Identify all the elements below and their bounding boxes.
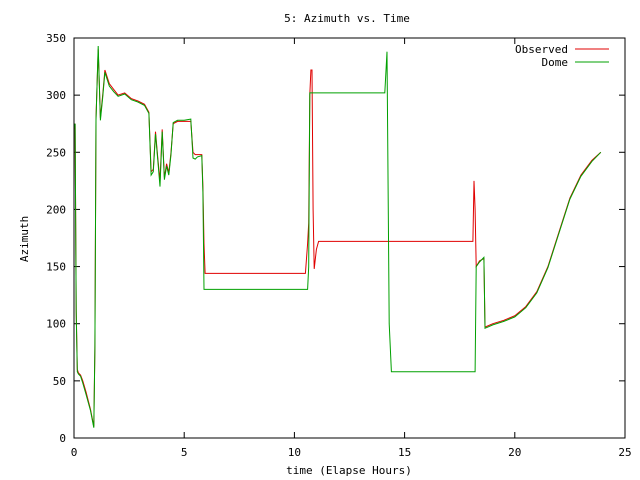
y-tick-label: 200 (46, 203, 66, 216)
legend-label-observed: Observed (515, 43, 568, 56)
y-tick-label: 50 (53, 375, 66, 388)
y-tick-label: 300 (46, 89, 66, 102)
x-axis-label: time (Elapse Hours) (286, 464, 412, 477)
chart-title: 5: Azimuth vs. Time (284, 12, 410, 25)
x-tick-label: 25 (618, 446, 631, 459)
y-tick-label: 250 (46, 146, 66, 159)
x-tick-label: 5 (181, 446, 188, 459)
y-tick-label: 100 (46, 318, 66, 331)
x-tick-label: 0 (71, 446, 78, 459)
plot-frame (73, 37, 626, 439)
y-tick-label: 0 (59, 432, 66, 445)
series-layer (73, 45, 602, 428)
y-axis-label: Azimuth (18, 216, 31, 262)
y-tick-label: 150 (46, 261, 66, 274)
series-line-observed (73, 49, 602, 427)
legend-label-dome: Dome (542, 56, 569, 69)
x-tick-label: 15 (398, 446, 411, 459)
x-tick-label: 20 (508, 446, 521, 459)
y-tick-label: 350 (46, 32, 66, 45)
series-line-dome (73, 45, 602, 428)
x-tick-label: 10 (288, 446, 301, 459)
